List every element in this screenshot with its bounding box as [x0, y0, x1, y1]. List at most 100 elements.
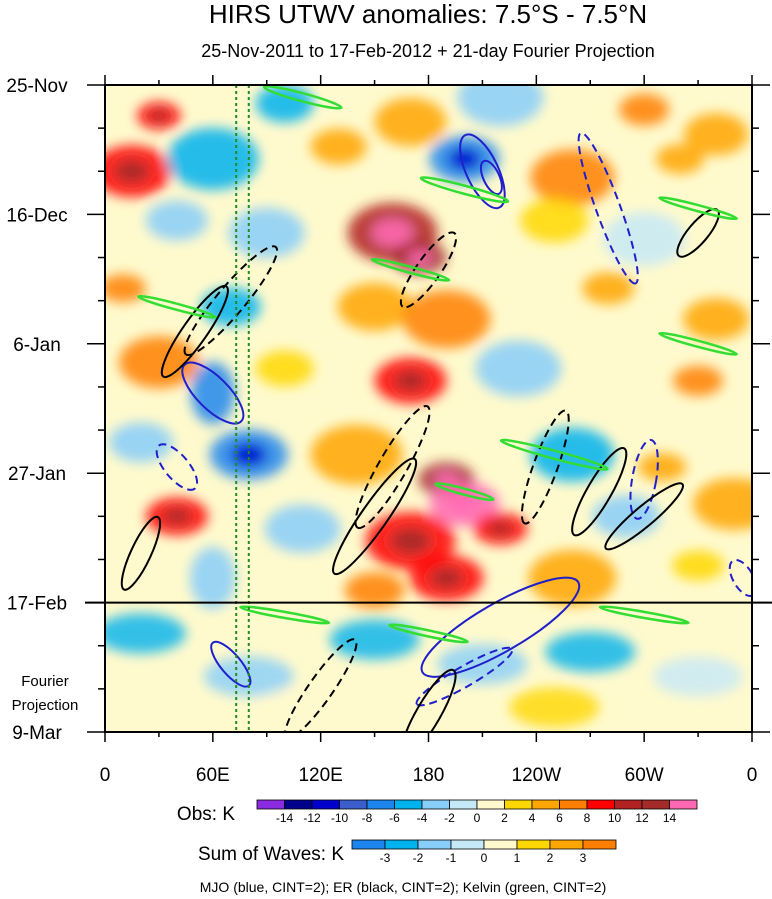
- y-axis: 25-Nov 16-Dec 6-Jan 27-Jan 17-Feb 9-Mar: [6, 76, 770, 744]
- x-tick-label: 120W: [512, 765, 562, 786]
- anomaly-blob: [693, 478, 752, 531]
- anomaly-blob: [582, 272, 635, 305]
- wave-colorbar-box: [582, 839, 617, 850]
- mjo-contour: [577, 131, 639, 285]
- kelvin-contours: [136, 85, 738, 644]
- anomaly-blob: [105, 274, 146, 303]
- anomaly-blob: [673, 365, 724, 396]
- anomaly-blob: [344, 572, 405, 609]
- projection-blob: [257, 687, 348, 728]
- wave-colorbar-box: [549, 839, 584, 850]
- er-contour: [399, 231, 458, 309]
- er-contour: [571, 446, 628, 537]
- wave-colorbar-box: [384, 839, 419, 850]
- anomaly-core: [149, 109, 169, 123]
- x-tick-label: 0: [747, 765, 758, 786]
- wave-colorbar-box: [483, 839, 518, 850]
- wave-colorbar-tick-label: 3: [580, 851, 587, 865]
- anomaly-blob: [684, 113, 749, 156]
- x-tick-label: 120E: [298, 765, 342, 786]
- wave-colorbar-box: [450, 839, 485, 850]
- obs-colorbar-box: [311, 799, 340, 810]
- anomaly-core: [488, 521, 513, 536]
- wave-colorbar-tick-label: -3: [380, 851, 391, 865]
- mjo-contour: [459, 133, 506, 210]
- wave-colorbar-box: [417, 839, 452, 850]
- obs-colorbar-box: [366, 799, 395, 810]
- anomaly-blob: [255, 350, 314, 387]
- projection-blob: [105, 613, 186, 654]
- er-contours: [120, 208, 720, 732]
- er-contour: [604, 482, 685, 551]
- anomaly-core: [394, 370, 427, 392]
- obs-colorbar-tick-label: -10: [331, 811, 349, 825]
- anomaly-blob: [190, 362, 235, 425]
- kelvin-contour: [370, 257, 451, 282]
- obs-colorbar-box: [421, 799, 450, 810]
- obs-colorbar-tick-label: -12: [303, 811, 321, 825]
- obs-colorbar-box: [531, 799, 560, 810]
- obs-colorbar-tick-label: 12: [635, 811, 649, 825]
- obs-colorbar-tick-label: -8: [362, 811, 373, 825]
- obs-colorbar: -14 -12 -10 -8 -6 -4 -2 0 2 4 6 8 10 12 14: [256, 799, 698, 825]
- anomaly-core: [372, 219, 413, 247]
- obs-colorbar-box: [339, 799, 368, 810]
- anomaly-blob: [672, 550, 725, 581]
- projection-label-line2: Projection: [12, 697, 79, 714]
- kelvin-contour: [499, 438, 609, 471]
- wave-colorbar-tick-label: -1: [446, 851, 457, 865]
- wave-colorbar-tick-label: 0: [481, 851, 488, 865]
- er-contour: [354, 405, 431, 530]
- projection-label-line1: Fourier: [21, 673, 69, 690]
- anomaly-blob: [200, 287, 261, 326]
- obs-colorbar-box: [559, 799, 588, 810]
- anomaly-core: [162, 507, 191, 525]
- wave-colorbar-tick-label: 1: [514, 851, 521, 865]
- projection-blob: [545, 631, 636, 672]
- y-tick-label: 27-Jan: [8, 464, 66, 485]
- obs-colorbar-tick-label: -2: [444, 811, 455, 825]
- kelvin-contour: [598, 605, 690, 625]
- anomaly-blob: [592, 495, 661, 538]
- er-contour: [332, 457, 418, 576]
- anomaly-core: [448, 148, 481, 170]
- kelvin-contour: [262, 85, 343, 110]
- obs-colorbar-tick-label: 2: [501, 811, 508, 825]
- anomaly-core: [390, 527, 431, 555]
- obs-colorbar-label: Obs: K: [177, 804, 235, 825]
- y-tick-label: 16-Dec: [6, 205, 67, 226]
- mjo-contour: [420, 576, 581, 678]
- obs-colorbar-box: [476, 799, 505, 810]
- mjo-contour: [155, 443, 199, 491]
- anomaly-blob: [619, 93, 670, 126]
- anomaly-blob: [683, 298, 750, 341]
- obs-colorbar-tick-label: -14: [276, 811, 294, 825]
- projection-blob: [509, 687, 600, 728]
- wave-colorbar-box: [351, 839, 386, 850]
- x-tick-label: 180: [413, 765, 445, 786]
- obs-colorbar-box: [394, 799, 423, 810]
- anomaly-blob: [520, 198, 589, 243]
- kelvin-contour: [434, 482, 495, 502]
- obs-colorbar-tick-label: 8: [584, 811, 591, 825]
- anomaly-core: [429, 567, 464, 589]
- obs-colorbar-box: [284, 799, 313, 810]
- obs-colorbar-box: [614, 799, 643, 810]
- anomaly-blob: [656, 143, 705, 174]
- plot-area: [105, 85, 752, 732]
- chart-subtitle: 25-Nov-2011 to 17-Feb-2012 + 21-day Four…: [201, 41, 654, 61]
- er-contour: [400, 668, 457, 732]
- wave-colorbar-tick-label: 2: [547, 851, 554, 865]
- kelvin-contour: [239, 605, 331, 625]
- wave-colorbar-box: [516, 839, 551, 850]
- wave-colorbar: -3 -2 -1 0 1 2 3: [351, 839, 617, 865]
- obs-colorbar-tick-label: 14: [663, 811, 677, 825]
- x-axis: 0 60E 120E 180 120W 60W 0: [100, 75, 758, 786]
- anomaly-blob: [337, 282, 412, 331]
- contour-legend: MJO (blue, CINT=2); ER (black, CINT=2); …: [200, 879, 607, 895]
- y-tick-label: 17-Feb: [7, 594, 67, 615]
- obs-colorbar-box: [256, 799, 285, 810]
- projection-blob: [653, 656, 744, 697]
- anomaly-blob: [118, 336, 199, 389]
